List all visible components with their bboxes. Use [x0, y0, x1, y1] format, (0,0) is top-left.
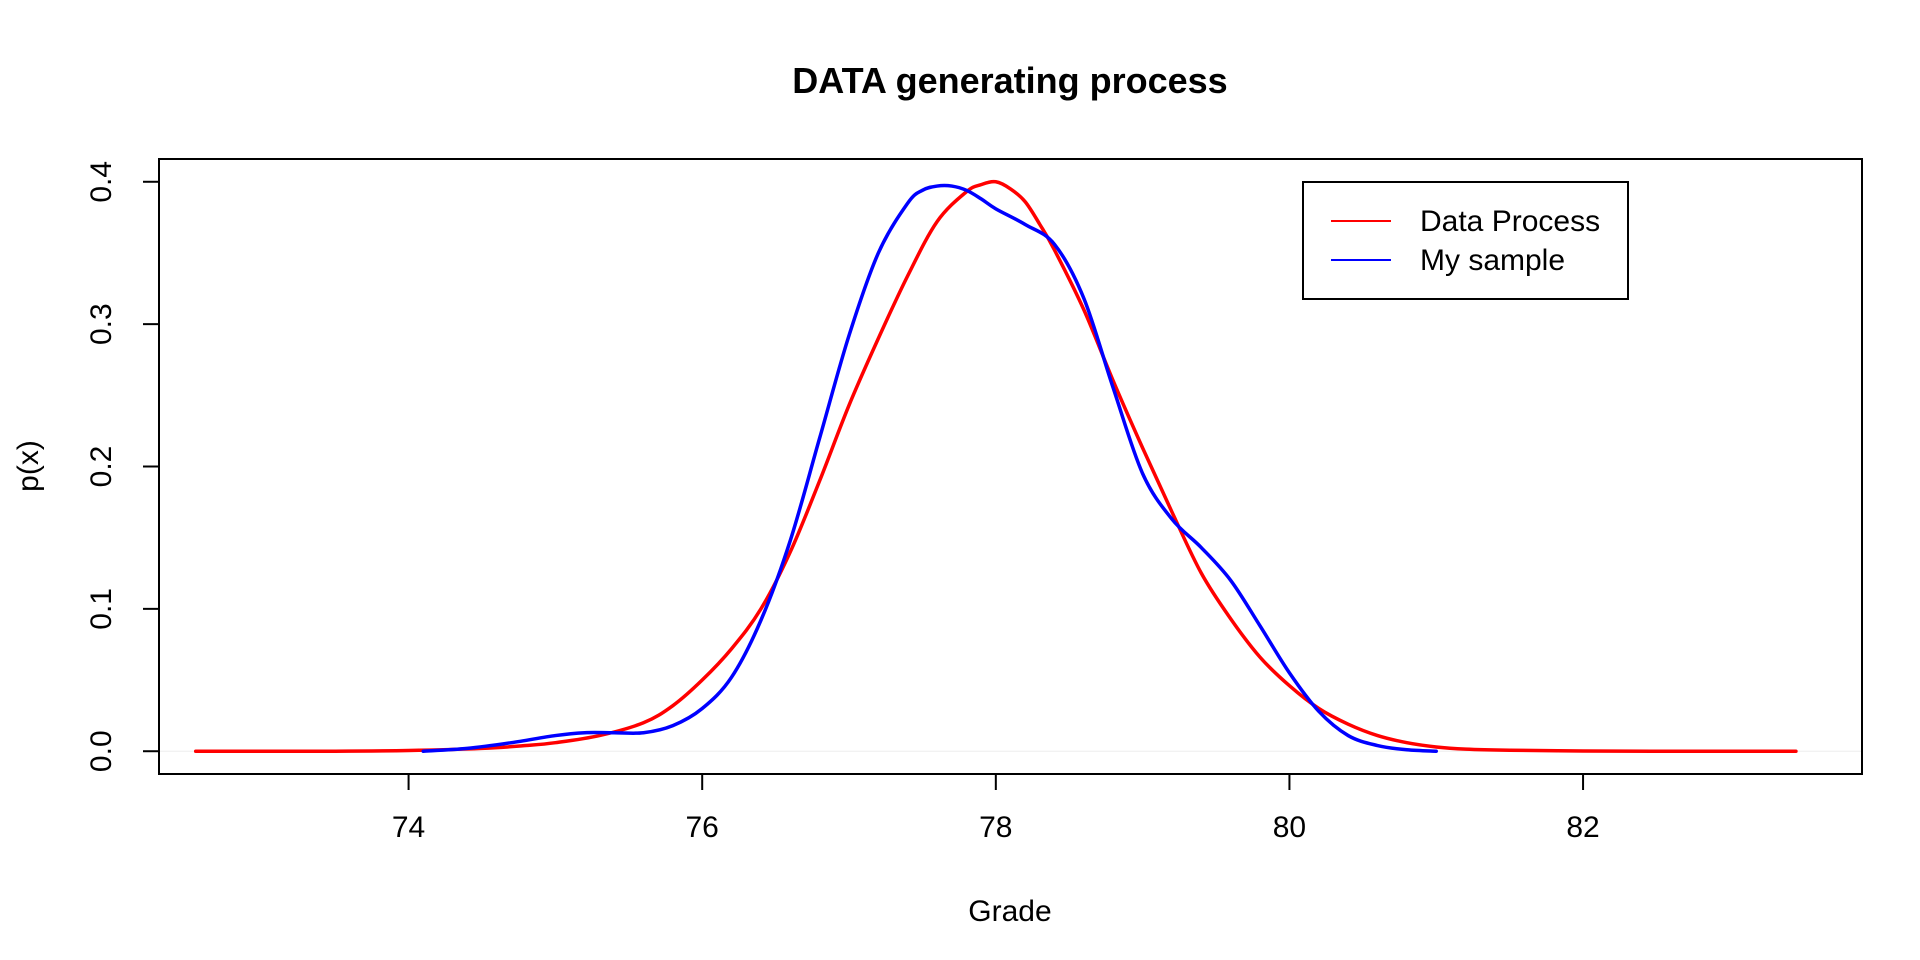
legend-label-data-process: Data Process [1420, 205, 1600, 238]
chart-title: DATA generating process [792, 60, 1227, 101]
x-tick-label: 78 [979, 811, 1012, 844]
x-tick-label: 74 [392, 811, 425, 844]
legend-box [1302, 181, 1629, 300]
y-axis: 0.0 0.1 0.2 0.3 0.4 [85, 161, 160, 772]
y-tick-label: 0.2 [85, 446, 118, 488]
y-tick-label: 0.4 [85, 161, 118, 203]
y-axis-label: p(x) [12, 440, 45, 492]
series-layer [193, 179, 1798, 754]
legend-entries: Data Process My sample [1331, 205, 1600, 277]
x-axis: 74 76 78 80 82 [392, 773, 1600, 844]
legend-label-my-sample: My sample [1420, 244, 1565, 277]
x-tick-label: 76 [686, 811, 719, 844]
y-tick-label: 0.0 [85, 730, 118, 772]
x-tick-label: 82 [1566, 811, 1599, 844]
x-tick-label: 80 [1273, 811, 1306, 844]
y-tick-label: 0.1 [85, 588, 118, 630]
series-line-my-sample [421, 183, 1438, 753]
legend: Data Process My sample [1302, 181, 1629, 300]
x-axis-label: Grade [968, 895, 1051, 928]
y-tick-label: 0.3 [85, 303, 118, 345]
